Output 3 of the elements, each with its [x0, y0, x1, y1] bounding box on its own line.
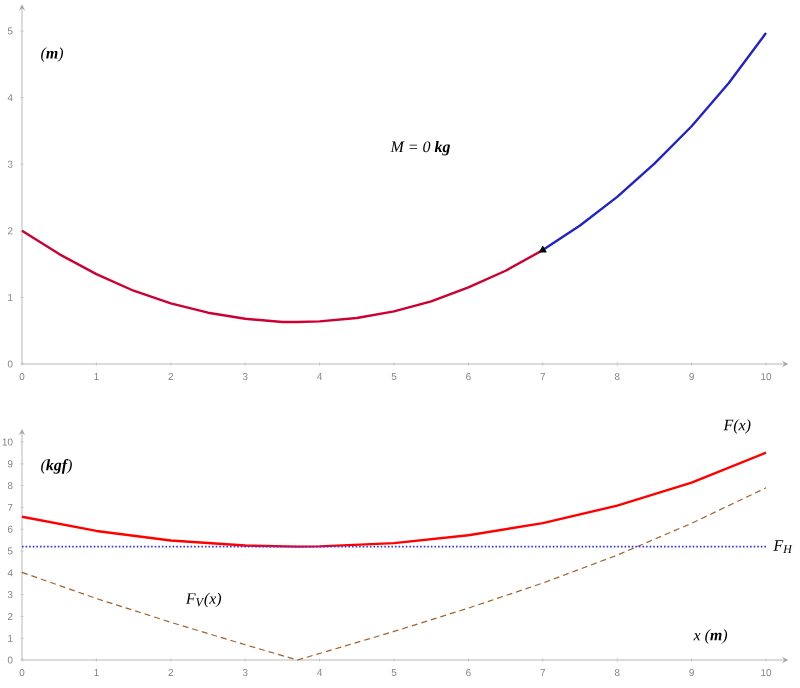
line-series: [20, 451, 768, 548]
line-series: [541, 31, 768, 252]
line-series: [20, 229, 544, 324]
